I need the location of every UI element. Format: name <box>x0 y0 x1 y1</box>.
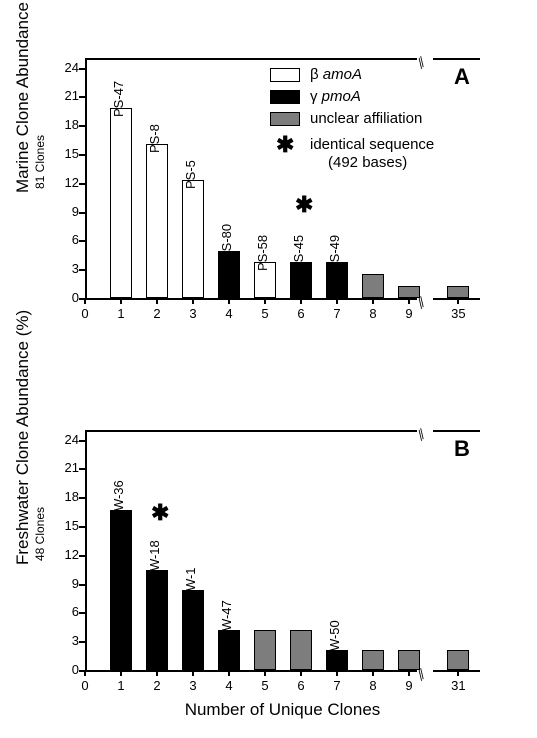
y-tick-label: 0 <box>55 662 79 677</box>
y-tick-label: 15 <box>55 146 79 161</box>
bar-label: FW-1 <box>183 568 198 600</box>
bar-label: PS-58 <box>255 235 270 271</box>
legend-star: ✱ <box>276 132 294 158</box>
y-tick-label: 12 <box>55 175 79 190</box>
x-tick-label: 1 <box>109 306 133 321</box>
bar-idx9 <box>447 650 469 670</box>
legend-label: γ pmoA <box>310 88 361 105</box>
bar-idx8 <box>398 286 420 298</box>
legend-swatch <box>270 68 300 82</box>
bar-idx7 <box>362 274 384 298</box>
x-tick-label: 1 <box>109 678 133 693</box>
x-tick-label: 7 <box>325 678 349 693</box>
y-tick-label: 6 <box>55 232 79 247</box>
x-tick-label: 3 <box>181 678 205 693</box>
identical-sequence-star: ✱ <box>151 500 169 526</box>
y-tick-label: 15 <box>55 518 79 533</box>
y-tick-label: 9 <box>55 204 79 219</box>
bar-label: PS-45 <box>291 235 306 271</box>
y-tick-label: 21 <box>55 460 79 475</box>
y-tick-label: 9 <box>55 576 79 591</box>
x-tick-label: 7 <box>325 306 349 321</box>
y-tick-label: 18 <box>55 489 79 504</box>
x-tick-label: 8 <box>361 678 385 693</box>
x-tick-label: 6 <box>289 678 313 693</box>
x-tick-label: 35 <box>446 306 470 321</box>
legend-label: β amoA <box>310 66 362 83</box>
bar-idx9 <box>447 286 469 298</box>
x-tick-label: 8 <box>361 306 385 321</box>
bar-idx5 <box>290 630 312 670</box>
bar-label: FW-18 <box>147 540 162 579</box>
y-axis-title: Freshwater Clone Abundance (%) <box>13 535 33 565</box>
x-tick-label: 4 <box>217 306 241 321</box>
x-tick-label: 4 <box>217 678 241 693</box>
y-axis-subtitle: 81 Clones <box>33 169 47 189</box>
bar-label: FW-47 <box>219 600 234 639</box>
y-tick-label: 3 <box>55 633 79 648</box>
x-axis-title: Number of Unique Clones <box>85 700 480 720</box>
y-axis <box>85 58 87 298</box>
y-tick-label: 21 <box>55 88 79 103</box>
x-tick-label: 5 <box>253 678 277 693</box>
y-axis-title: Marine Clone Abundance (%) <box>13 163 33 193</box>
bar-FW-36 <box>110 510 132 670</box>
panel-letter: B <box>454 436 470 462</box>
x-tick-label: 3 <box>181 306 205 321</box>
bar-label: FW-50 <box>327 620 342 659</box>
bar-label: PS-80 <box>219 224 234 260</box>
bar-idx8 <box>398 650 420 670</box>
y-tick-label: 0 <box>55 290 79 305</box>
x-tick-label: 9 <box>397 678 421 693</box>
figure: 03691215182124012345678935∕∕∕∕PS-47PS-8P… <box>0 0 537 738</box>
legend-star-label: identical sequence <box>310 136 434 153</box>
bar-PS-47 <box>110 108 132 298</box>
x-tick-label: 5 <box>253 306 277 321</box>
y-tick-label: 24 <box>55 432 79 447</box>
y-tick-label: 18 <box>55 117 79 132</box>
bar-label: PS-8 <box>147 124 162 153</box>
x-tick-label: 9 <box>397 306 421 321</box>
y-axis <box>85 430 87 670</box>
bar-PS-5 <box>182 180 204 298</box>
x-tick-label: 6 <box>289 306 313 321</box>
y-tick-label: 12 <box>55 547 79 562</box>
x-tick-label: 2 <box>145 306 169 321</box>
bar-PS-8 <box>146 144 168 298</box>
legend-star-sub: (492 bases) <box>328 154 407 171</box>
bar-label: PS-47 <box>111 81 126 117</box>
y-tick-label: 6 <box>55 604 79 619</box>
legend-swatch <box>270 90 300 104</box>
bar-FW-18 <box>146 570 168 670</box>
bar-label: FW-36 <box>111 480 126 519</box>
bar-idx7 <box>362 650 384 670</box>
y-axis-subtitle: 48 Clones <box>33 541 47 561</box>
bar-label: PS-49 <box>327 235 342 271</box>
x-tick-label: 0 <box>73 678 97 693</box>
legend-swatch <box>270 112 300 126</box>
identical-sequence-star: ✱ <box>295 192 313 218</box>
bar-idx4 <box>254 630 276 670</box>
x-tick-label: 2 <box>145 678 169 693</box>
y-tick-label: 24 <box>55 60 79 75</box>
x-tick-label: 0 <box>73 306 97 321</box>
y-tick-label: 3 <box>55 261 79 276</box>
bar-label: PS-5 <box>183 160 198 189</box>
bar-FW-1 <box>182 590 204 670</box>
x-tick-label: 31 <box>446 678 470 693</box>
legend-label: unclear affiliation <box>310 110 422 127</box>
panel-letter: A <box>454 64 470 90</box>
